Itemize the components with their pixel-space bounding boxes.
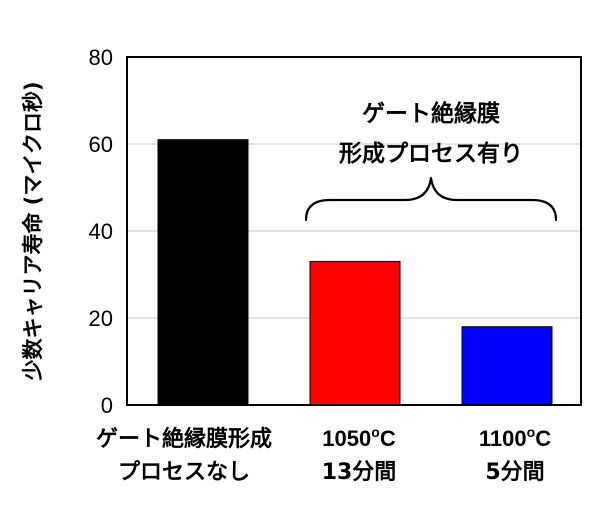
category-label-0-line2: プロセスなし [118,460,250,485]
bar-0 [157,139,249,406]
y-tick-80: 80 [89,45,113,70]
y-axis-label: 少数キャリア寿命 (マイクロ秒) [21,81,45,381]
category-label-1-number: 1050 [322,426,371,451]
y-tick-20: 20 [89,306,113,331]
category-label-1-unit: C [380,426,396,451]
category-label-2-degree: o [527,424,536,440]
bar-1 [309,260,401,406]
annotation-brace [304,176,558,222]
y-tick-0: 0 [101,393,113,418]
category-label-0-line1: ゲート絶縁膜形成 [96,426,272,452]
plot-frame [126,56,582,406]
y-tick-40: 40 [89,219,113,244]
category-label-1-line2: 13分間 [322,460,397,485]
category-label-2-line1: 1100oC [479,424,551,451]
y-tick-labels: 0 20 40 60 80 [89,45,113,418]
category-label-2-number: 1100 [479,426,527,451]
x-category-labels: ゲート絶縁膜形成 プロセスなし 1050oC 13分間 1100oC 5分間 [96,424,551,485]
category-label-2-unit: C [535,426,551,451]
bars [157,139,553,406]
y-tick-60: 60 [89,132,113,157]
category-label-1-line1: 1050oC [322,424,396,451]
category-label-2-line2: 5分間 [485,460,544,485]
bar-2 [461,326,553,406]
annotation-line1: ゲート絶縁膜 [362,100,500,127]
annotation-line2: 形成プロセス有り [339,140,523,167]
category-label-1-degree: o [371,424,380,440]
